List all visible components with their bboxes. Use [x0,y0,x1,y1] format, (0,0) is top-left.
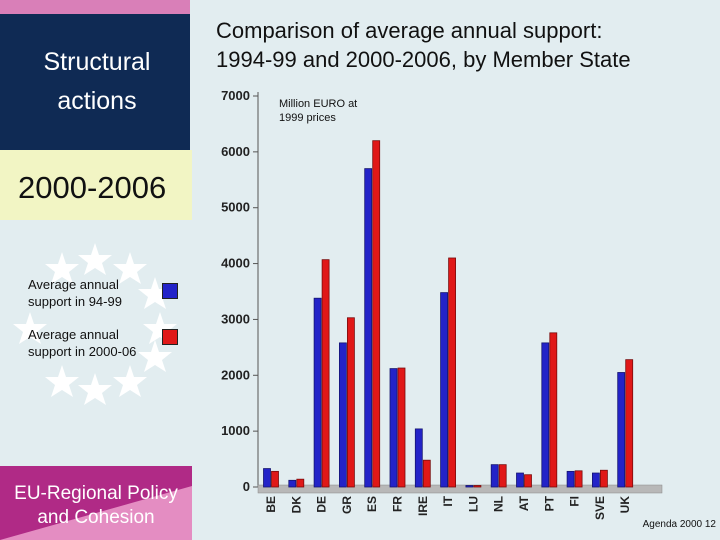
y-tick-label: 1000 [221,423,250,438]
bar-series1 [617,372,626,488]
period-label: 2000-2006 [18,170,167,205]
bar-series1 [490,464,499,488]
bar-series1 [516,472,524,488]
bar-series1 [313,297,322,488]
legend-series2-line2: support in 2000-06 [28,344,137,359]
x-tick-label: LU [466,496,480,512]
title-panel: Structural actions [0,14,190,150]
y-tick-label: 2000 [221,367,250,382]
bar-series2 [524,474,532,488]
x-tick-label: DE [315,496,329,513]
bar-series1 [338,342,347,488]
legend-series2-swatch [162,329,178,345]
x-tick-label: FI [568,496,582,507]
bar-series2 [422,459,431,488]
bar-series1 [465,485,474,488]
bar-series2 [574,470,583,488]
x-tick-label: ES [365,496,379,512]
legend-series1-line1: Average annual [28,277,119,292]
y-tick-label: 6000 [221,144,250,159]
star-icon [78,373,112,405]
x-tick-label: AT [517,495,531,511]
footer-panel-text: EU-Regional Policy and Cohesion [0,482,192,530]
star-icon [113,365,147,397]
legend-series1-line2: support in 94-99 [28,294,122,309]
bar-series1 [288,479,297,488]
footer-panel-accent [0,466,192,540]
panel-heading: Structural actions [44,43,151,121]
x-tick-label: SVE [593,496,607,520]
bar-series2 [372,140,381,488]
x-axis-floor [257,484,663,494]
bar-series1 [592,472,600,488]
x-tick-label: DK [289,496,303,514]
y-tick-label: 4000 [221,256,250,271]
star-icon [13,312,47,344]
x-tick-label: IT [441,495,455,506]
y-tick-label: 0 [243,479,250,494]
bar-series2 [321,259,330,488]
footer-panel-line2: and Cohesion [37,507,155,528]
footer-panel-line1: EU-Regional Policy [14,483,178,504]
period-panel: 2000-2006 [0,150,192,220]
star-icon [113,252,147,284]
bar-series2 [625,359,634,488]
bar-series2 [448,257,457,488]
bar-series1 [414,428,423,488]
y-tick-label: 3000 [221,311,250,326]
top-accent-strip [0,0,190,14]
x-tick-label: BE [264,496,278,513]
y-tick-label: 5000 [221,200,250,215]
star-icon [45,365,79,397]
bar-series2 [498,464,507,488]
legend-series2-label: Average annual support in 2000-06 [28,326,136,360]
legend-series1-swatch [162,283,178,299]
unit-label-line2: 1999 prices [279,112,336,124]
chart-title-line1: Comparison of average annual support: [216,18,603,43]
bar-series1 [389,368,398,488]
unit-label-line1: Million EURO at [279,98,357,110]
bar-series2 [600,469,608,488]
bar-series1 [566,470,575,488]
x-tick-label: NL [492,496,506,512]
x-tick-label: FR [391,496,405,512]
chart-title-line2: 1994-99 and 2000-2006, by Member State [216,47,631,72]
x-tick-label: GR [340,496,354,514]
x-tick-label: IRE [416,496,430,516]
x-tick-label: UK [618,496,632,514]
eu-stars-icon [13,243,177,405]
bar-series2 [296,478,305,488]
chart-title: Comparison of average annual support: 19… [216,16,716,74]
star-icon [45,252,79,284]
bar-series1 [440,292,449,488]
bar-series1 [541,342,550,488]
panel-heading-line1: Structural [43,48,151,76]
star-icon [138,277,172,309]
bar-series2 [346,317,355,488]
bar-series2 [473,485,482,488]
panel-heading-line2: actions [57,87,137,115]
bar-series1 [263,468,271,488]
bar-series2 [549,332,558,488]
legend-series2-line1: Average annual [28,327,119,342]
bar-series2 [271,470,279,488]
bar-series2 [397,367,406,488]
star-icon [143,312,177,344]
bar-series1 [364,168,373,488]
footer-reference: Agenda 2000 12 [642,519,716,530]
star-icon [138,340,172,372]
star-icon [78,243,112,275]
x-tick-label: PT [542,495,556,511]
legend-series1-label: Average annual support in 94-99 [28,276,122,310]
y-tick-label: 7000 [221,88,250,103]
